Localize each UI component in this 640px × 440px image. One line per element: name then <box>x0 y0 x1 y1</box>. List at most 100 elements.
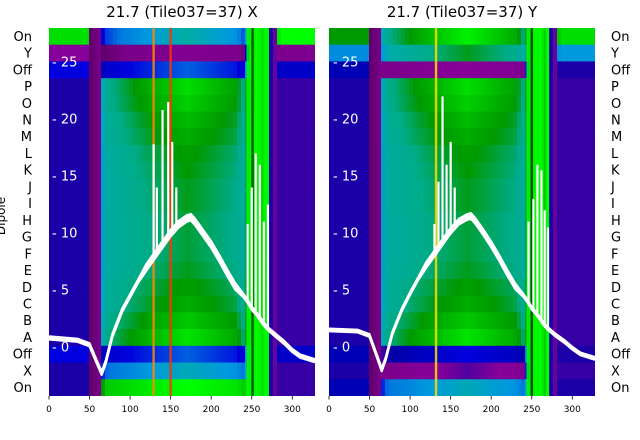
dipole-label: M <box>611 130 622 145</box>
heatmap-row <box>329 245 595 263</box>
panel-x-overlay-ticks: - 0 - 5 - 10 - 15 - 20 - 25 <box>52 56 77 356</box>
x-tick-label: 250 <box>243 405 260 415</box>
dipole-label: O <box>611 97 621 112</box>
panel-x-x-ticks: 0 50 100 150 200 250 300 <box>46 396 301 415</box>
dipole-label: X <box>23 364 32 379</box>
heatmap-row <box>49 245 315 263</box>
heatmap-row <box>49 312 315 330</box>
overlay-tick-label: - 25 <box>52 56 77 71</box>
dipole-label: F <box>25 247 32 262</box>
x-tick-label: 0 <box>326 405 332 415</box>
dipole-label: D <box>611 281 621 296</box>
dipole-label: A <box>23 331 32 346</box>
panel-x-overlay <box>49 102 315 376</box>
heatmap-row <box>329 345 595 364</box>
heatmap-row <box>329 145 595 163</box>
spike-stripe <box>538 28 542 396</box>
dipole-label: J <box>610 180 615 195</box>
heatmap-row <box>49 61 315 79</box>
heatmap-row <box>329 94 595 113</box>
heatmap-row <box>329 161 595 180</box>
dipole-label: O <box>22 97 32 112</box>
heatmap-row <box>329 362 595 380</box>
spike-stripe <box>169 28 172 396</box>
dipole-label: N <box>22 114 32 129</box>
panel-x: 21.7 (Tile037=37) X OnYOffPONMLKJIHGFEDC… <box>0 3 315 415</box>
spike-stripe <box>534 28 537 396</box>
panel-x-heatmap <box>49 28 315 396</box>
heatmap-row <box>49 278 315 297</box>
heatmap-row <box>329 28 595 46</box>
heatmap-row <box>329 128 595 146</box>
x-tick-label: 200 <box>483 405 500 415</box>
heatmap-row <box>329 44 595 63</box>
dipole-label: K <box>23 164 32 179</box>
dipole-label: On <box>611 30 629 45</box>
heatmap-row <box>49 111 315 129</box>
heatmap-row <box>329 195 595 213</box>
heatmap-row <box>329 61 595 79</box>
dipole-label: P <box>24 80 32 95</box>
dipole-label: Off <box>13 63 33 78</box>
x-tick-label: 50 <box>84 405 96 415</box>
dipole-label: D <box>22 281 32 296</box>
heatmap-row <box>49 178 315 196</box>
heatmap-row <box>49 228 315 247</box>
overlay-tick-label: - 0 <box>333 341 350 356</box>
panel-y: 21.7 (Tile037=37) Y OnYOffPONMLKJIHGFEDC… <box>326 3 631 415</box>
dipole-label: G <box>22 231 32 246</box>
spike-stripe <box>246 28 249 396</box>
overlay-tick-label: - 10 <box>333 227 358 242</box>
overlay-tick-label: - 15 <box>52 170 77 185</box>
heatmap-row <box>49 44 315 63</box>
x-tick-label: 150 <box>162 405 179 415</box>
heatmap-row <box>49 128 315 146</box>
heatmap-row <box>49 295 315 313</box>
dipole-label: C <box>611 298 620 313</box>
heatmap-row <box>329 78 595 96</box>
heatmap-row <box>49 262 315 280</box>
panel-y-x-ticks: 0 50 100 150 200 250 300 <box>326 396 581 415</box>
dipole-label: X <box>611 364 620 379</box>
heatmap-row <box>329 379 595 396</box>
dipole-label: F <box>611 247 618 262</box>
dipole-label: H <box>22 214 32 229</box>
panel-y-heatmap <box>329 28 595 396</box>
dipole-label: Y <box>610 47 619 62</box>
heatmap-row <box>329 228 595 247</box>
spike-stripe <box>434 28 438 396</box>
dipole-label: E <box>611 264 619 279</box>
dipole-label: H <box>611 214 621 229</box>
heatmap-row <box>329 312 595 330</box>
panel-x-y-axis-label: Dipole <box>0 197 8 235</box>
heatmap-row <box>329 278 595 297</box>
overlay-tick-label: - 10 <box>52 227 77 242</box>
spike-stripe <box>261 28 264 396</box>
overlay-tick-label: - 20 <box>333 113 358 128</box>
dipole-label: I <box>611 197 615 212</box>
heatmap-row <box>329 295 595 313</box>
heatmap-row <box>49 94 315 113</box>
heatmap-row <box>49 28 315 46</box>
x-tick-label: 300 <box>564 405 581 415</box>
heatmap-row <box>49 145 315 163</box>
dipole-label: L <box>611 147 619 162</box>
spike-stripe <box>530 28 533 396</box>
heatmap-row <box>329 111 595 129</box>
dipole-label: J <box>27 180 32 195</box>
overlay-tick-label: - 5 <box>333 284 350 299</box>
dipole-label: Off <box>611 348 631 363</box>
overlay-tick-label: - 0 <box>52 341 69 356</box>
dipole-label: B <box>23 314 32 329</box>
overlay-tick-label: - 5 <box>52 284 69 299</box>
overlay-tick-label: - 15 <box>333 170 358 185</box>
dipole-label: L <box>25 147 33 162</box>
heatmap-row <box>329 329 595 347</box>
dipole-label: C <box>23 298 32 313</box>
heatmap-row <box>329 262 595 280</box>
dipole-label: P <box>611 80 619 95</box>
dipole-label: Off <box>611 63 631 78</box>
dipole-label: Off <box>13 348 33 363</box>
